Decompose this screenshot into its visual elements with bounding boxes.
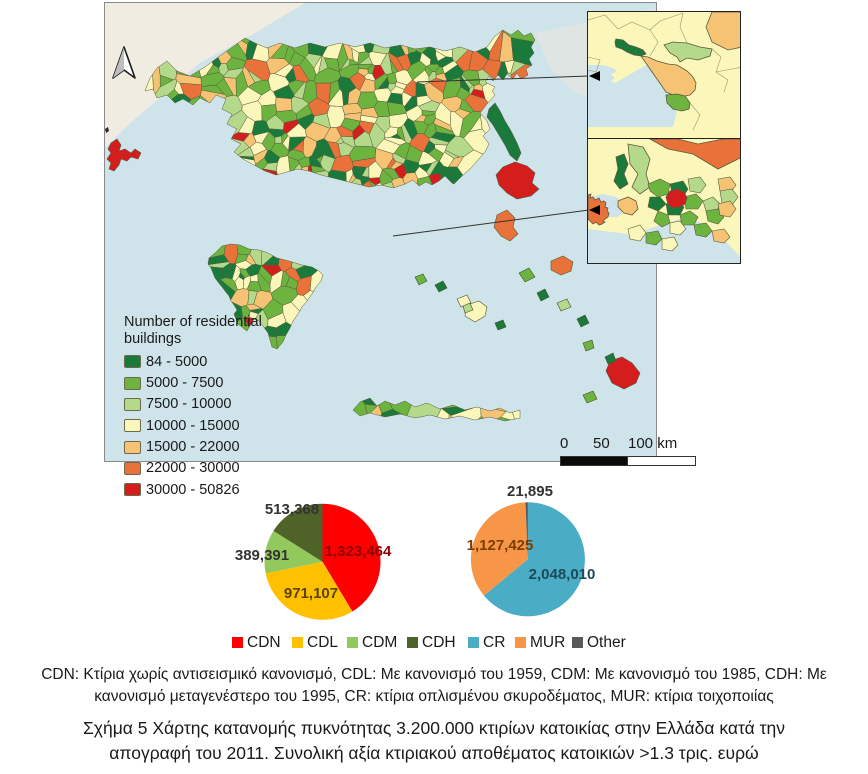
svg-text:CDH: CDH — [422, 634, 456, 651]
svg-text:389,391: 389,391 — [235, 547, 289, 564]
svg-text:CR: CR — [483, 634, 505, 651]
svg-text:21,895: 21,895 — [507, 483, 553, 500]
svg-text:513,368: 513,368 — [265, 501, 319, 518]
svg-text:CDM: CDM — [362, 634, 397, 651]
svg-text:971,107: 971,107 — [284, 585, 338, 602]
svg-text:2,048,010: 2,048,010 — [529, 566, 596, 583]
svg-text:Other: Other — [587, 634, 626, 651]
svg-text:CDN: CDN — [247, 634, 281, 651]
svg-text:MUR: MUR — [530, 634, 565, 651]
svg-text:1,127,425: 1,127,425 — [467, 537, 534, 554]
svg-text:CDL: CDL — [307, 634, 338, 651]
svg-text:1,323,464: 1,323,464 — [325, 543, 392, 560]
